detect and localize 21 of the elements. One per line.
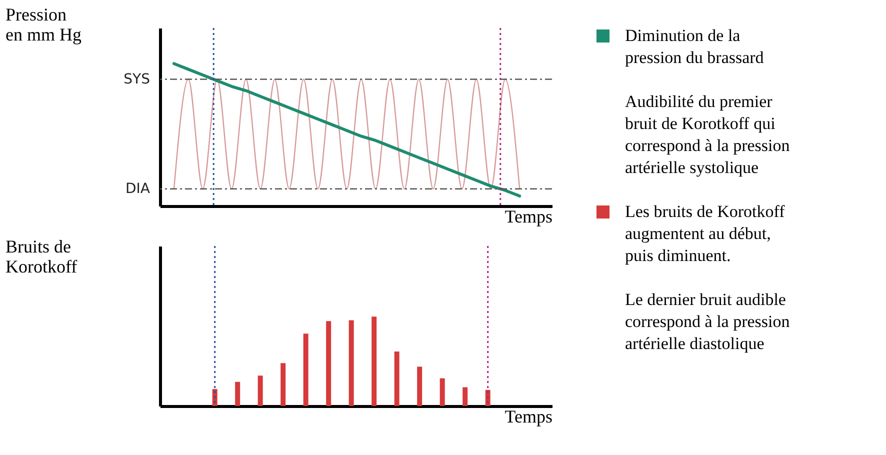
bar bbox=[280, 363, 286, 406]
bar bbox=[235, 382, 240, 406]
legend-label: Les bruits de Korotkoff augmentent au début, puis diminuent. bbox=[625, 202, 786, 265]
text: Audibilité du premier bruit de Korotkoff qui correspond à la pression artérielle systolique bbox=[625, 92, 790, 177]
bar bbox=[440, 378, 445, 406]
y-axis-title: Pression en mm Hg bbox=[6, 4, 82, 44]
bar bbox=[326, 321, 332, 406]
bar bbox=[417, 366, 422, 406]
text: Le dernier bruit audible correspond à la pression artérielle diastolique bbox=[625, 290, 790, 353]
x-axis-title: Temps bbox=[504, 406, 552, 426]
x-axis-title: Temps bbox=[504, 206, 552, 226]
bar bbox=[394, 351, 400, 406]
bar bbox=[372, 316, 377, 406]
y-axis-title: Bruits de Korotkoff bbox=[6, 236, 78, 276]
legend-label: Diminution de la pression du brassard bbox=[625, 26, 764, 67]
ref-line-label: SYS bbox=[124, 71, 150, 88]
bar bbox=[303, 334, 308, 406]
bar bbox=[348, 320, 354, 406]
ref-line-label: DIA bbox=[126, 180, 150, 197]
bar bbox=[258, 376, 263, 406]
bar bbox=[462, 387, 468, 406]
